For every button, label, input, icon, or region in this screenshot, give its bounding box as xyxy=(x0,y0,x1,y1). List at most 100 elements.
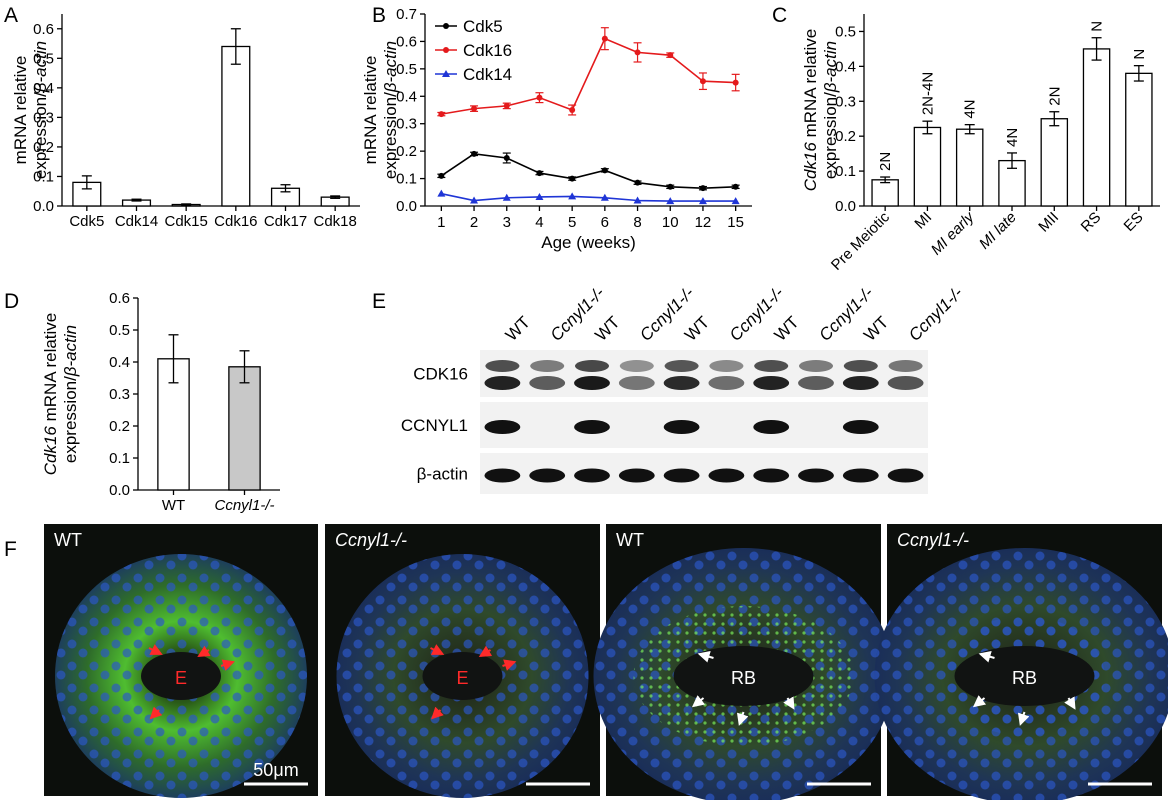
y-axis-label-italic: β-actin xyxy=(31,41,50,93)
data-point xyxy=(438,111,444,117)
x-tick-label: Cdk16 xyxy=(214,213,257,230)
lane-label: WT xyxy=(681,313,713,345)
y-tick-label: 0.6 xyxy=(109,290,130,307)
y-axis-label-rest: mRNA relative xyxy=(801,29,820,142)
lumen-label: RB xyxy=(1012,668,1037,688)
bar xyxy=(1083,49,1109,206)
blot-band xyxy=(484,469,520,483)
y-axis-label-line1: mRNA relative xyxy=(11,56,30,165)
scale-bar-label: 50μm xyxy=(253,760,298,780)
genotype-label: Ccnyl1-/- xyxy=(335,530,407,550)
data-point xyxy=(536,170,542,176)
blot-band xyxy=(709,360,743,372)
genotype-label: WT xyxy=(616,530,644,550)
legend-marker xyxy=(443,23,449,29)
blot-band xyxy=(529,376,565,390)
blot-band xyxy=(574,376,610,390)
bar-annotation: N xyxy=(1131,49,1148,60)
blot-band xyxy=(798,469,834,483)
data-point xyxy=(471,106,477,112)
y-axis-label-italic: β-actin xyxy=(61,325,80,377)
x-tick-label: RS xyxy=(1078,209,1105,236)
y-tick-label: 0.3 xyxy=(109,386,130,403)
lane-label: WT xyxy=(591,313,623,345)
x-tick-label: 15 xyxy=(727,214,744,231)
legend-label: Cdk14 xyxy=(463,65,512,84)
lane-label: WT xyxy=(860,313,892,345)
blot-row-label: CDK16 xyxy=(413,365,468,384)
lumen-label: E xyxy=(175,668,187,688)
blot-band xyxy=(843,376,879,390)
x-tick-label: 5 xyxy=(568,214,576,231)
panel-letter-a: A xyxy=(4,4,18,27)
y-tick-label: 0.0 xyxy=(33,198,54,215)
blot-band xyxy=(753,376,789,390)
blot-band xyxy=(844,360,878,372)
bar xyxy=(957,129,983,206)
y-axis-label-line2: expression/β-actin xyxy=(821,41,840,179)
x-tick-label: 8 xyxy=(633,214,641,231)
blot-band xyxy=(665,360,699,372)
y-tick-label: 0.6 xyxy=(33,21,54,38)
bar xyxy=(914,127,940,206)
x-tick-label: Cdk15 xyxy=(164,213,207,230)
data-point xyxy=(438,173,444,179)
legend-marker xyxy=(443,47,449,53)
bar-annotation: 2N xyxy=(877,152,894,171)
data-point xyxy=(700,78,706,84)
x-tick-label: 3 xyxy=(503,214,511,231)
y-axis-label-prefix: expression/ xyxy=(31,92,50,179)
x-tick-label: Cdk5 xyxy=(69,213,104,230)
bar xyxy=(1041,119,1067,206)
blot-band xyxy=(664,420,700,434)
bar xyxy=(222,46,250,206)
y-axis-label-italic: Cdk16 xyxy=(801,142,820,192)
bar xyxy=(872,180,898,206)
x-tick-label: MI late xyxy=(976,209,1020,253)
legend-label: Cdk16 xyxy=(463,41,512,60)
data-point xyxy=(471,151,477,157)
data-point xyxy=(667,184,673,190)
y-tick-label: 0.5 xyxy=(835,23,856,40)
y-tick-label: 0.7 xyxy=(396,6,417,23)
y-tick-label: 0.0 xyxy=(109,482,130,499)
blot-band xyxy=(843,420,879,434)
y-tick-label: 0.2 xyxy=(109,418,130,435)
y-axis-label-rest: mRNA relative xyxy=(41,313,60,426)
data-point xyxy=(602,36,608,42)
blot-band xyxy=(664,376,700,390)
data-point xyxy=(602,167,608,173)
y-axis-label: Cdk16 mRNA relativeexpression/β-actin xyxy=(41,313,80,476)
blot-row-label: β-actin xyxy=(417,465,468,484)
blot-band xyxy=(485,360,519,372)
data-point xyxy=(700,185,706,191)
blot-band xyxy=(574,420,610,434)
genotype-label: Ccnyl1-/- xyxy=(897,530,969,550)
y-tick-label: 0.1 xyxy=(109,450,130,467)
blot-band xyxy=(619,376,655,390)
x-tick-label: Pre Meiotic xyxy=(828,208,893,273)
bar-annotation: 4N xyxy=(1004,128,1021,147)
blot-band xyxy=(888,469,924,483)
blot-band xyxy=(619,469,655,483)
x-tick-label: Ccnyl1-/- xyxy=(214,497,274,514)
y-axis-label-italic: β-actin xyxy=(821,41,840,93)
x-tick-label: 12 xyxy=(695,214,712,231)
panel-letter-f: F xyxy=(4,538,17,561)
data-point xyxy=(569,107,575,113)
x-tick-label: MII xyxy=(1035,209,1062,236)
blot-band xyxy=(753,420,789,434)
x-axis-label: Age (weeks) xyxy=(541,233,635,252)
bar xyxy=(1126,73,1152,206)
x-tick-label: 10 xyxy=(662,214,679,231)
blot-band xyxy=(753,469,789,483)
bar-annotation: 2N xyxy=(1046,87,1063,106)
y-axis-label-prefix: expression/ xyxy=(61,376,80,463)
y-axis-label-prefix: expression/ xyxy=(381,92,400,179)
x-tick-label: MI early xyxy=(928,208,979,259)
